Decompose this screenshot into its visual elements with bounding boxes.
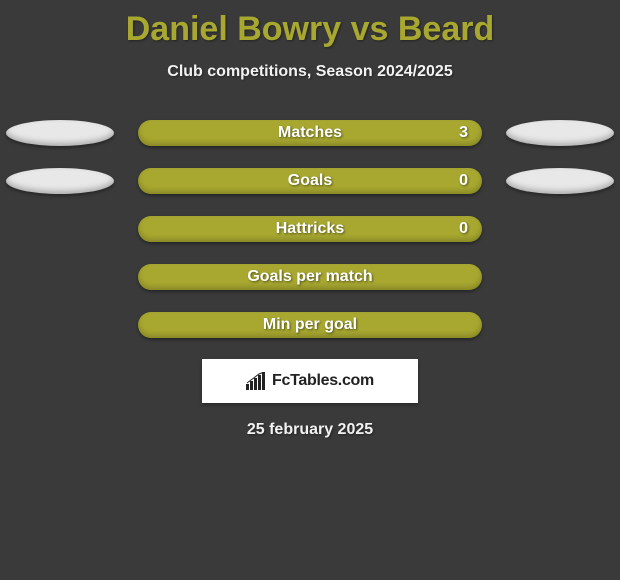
comparison-chart: Matches 3 Goals 0 Hattricks 0 Goals per … xyxy=(0,119,620,339)
stat-row: Min per goal xyxy=(10,311,610,339)
stat-value: 0 xyxy=(459,172,468,190)
stat-value: 3 xyxy=(459,124,468,142)
stat-label: Matches xyxy=(278,124,342,142)
stat-row: Goals 0 xyxy=(10,167,610,195)
stat-bar-min-per-goal: Min per goal xyxy=(138,312,482,338)
stat-bar-hattricks: Hattricks 0 xyxy=(138,216,482,242)
stat-row: Hattricks 0 xyxy=(10,215,610,243)
stat-label: Hattricks xyxy=(276,220,344,238)
stat-row: Goals per match xyxy=(10,263,610,291)
stat-bar-goals-per-match: Goals per match xyxy=(138,264,482,290)
stat-label: Goals xyxy=(288,172,332,190)
stat-label: Min per goal xyxy=(263,316,357,334)
left-marker-ellipse xyxy=(6,168,114,194)
logo-text: FcTables.com xyxy=(272,372,374,390)
stat-bar-matches: Matches 3 xyxy=(138,120,482,146)
stat-row: Matches 3 xyxy=(10,119,610,147)
bar-chart-icon xyxy=(246,372,268,390)
stat-bar-goals: Goals 0 xyxy=(138,168,482,194)
logo-box: FcTables.com xyxy=(202,359,418,403)
subtitle: Club competitions, Season 2024/2025 xyxy=(0,63,620,81)
date-text: 25 february 2025 xyxy=(0,421,620,439)
left-marker-ellipse xyxy=(6,120,114,146)
page-title: Daniel Bowry vs Beard xyxy=(0,0,620,49)
stat-value: 0 xyxy=(459,220,468,238)
stat-label: Goals per match xyxy=(247,268,372,286)
right-marker-ellipse xyxy=(506,120,614,146)
right-marker-ellipse xyxy=(506,168,614,194)
